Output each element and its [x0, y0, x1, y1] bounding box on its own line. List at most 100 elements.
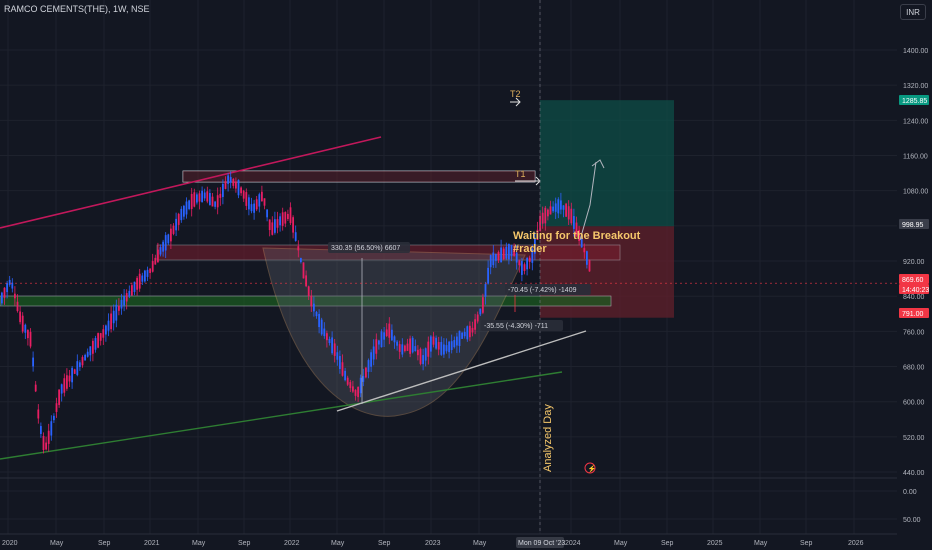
candle-body	[531, 248, 534, 263]
t2-arrow	[510, 97, 521, 107]
candle-body	[341, 362, 344, 376]
price-label: 869.60	[902, 277, 924, 284]
candle-body	[370, 352, 372, 367]
alert-icon-glyph: ⚡	[588, 464, 597, 473]
price-tick: 50.00	[903, 517, 921, 524]
candle-body	[86, 351, 89, 357]
candle-body	[331, 337, 333, 354]
candle-body	[58, 389, 60, 405]
candle-body	[349, 382, 352, 389]
candle-body	[266, 209, 268, 218]
candle-body	[461, 332, 463, 339]
candle-body	[380, 331, 383, 348]
candle-body	[144, 270, 146, 282]
candle-body	[131, 285, 133, 296]
candle-body	[141, 275, 144, 282]
candle-body	[515, 252, 518, 263]
candle-body	[448, 341, 450, 353]
candle-body	[557, 199, 560, 214]
candle-body	[19, 311, 21, 323]
candle-body	[489, 255, 492, 268]
candle-body	[281, 212, 284, 226]
candle-body	[47, 430, 50, 444]
currency-badge[interactable]: INR	[900, 4, 926, 20]
candle-body	[16, 301, 19, 312]
candle-body	[99, 333, 102, 341]
candle-body	[172, 225, 175, 234]
candle-body	[271, 222, 274, 235]
candle-body	[357, 386, 359, 398]
candle-body	[66, 375, 68, 389]
candle-body	[1, 292, 3, 304]
candle-body	[471, 327, 474, 333]
candle-body	[528, 257, 531, 262]
candle-body	[11, 282, 14, 289]
candle-body	[307, 286, 310, 297]
candle-body	[154, 257, 157, 265]
time-tick: Sep	[378, 540, 391, 547]
candle-body	[310, 295, 313, 307]
candle-body	[378, 340, 380, 345]
time-tick: May	[50, 540, 64, 547]
candle-body	[562, 205, 565, 210]
candle-body	[206, 191, 209, 202]
candle-body	[372, 346, 375, 360]
candle-body	[151, 261, 154, 272]
candle-body	[250, 204, 253, 212]
candle-body	[521, 261, 523, 275]
candle-body	[14, 293, 16, 299]
candle-body	[419, 348, 422, 364]
price-tick: 1400.00	[903, 48, 928, 55]
candle-body	[432, 336, 435, 345]
candle-body	[68, 375, 71, 382]
measure-label-2-bg	[505, 284, 591, 295]
candle-body	[518, 260, 521, 266]
candle-body	[92, 340, 94, 354]
cup-pattern	[262, 247, 526, 417]
price-label-bg	[899, 95, 929, 105]
candle-body	[580, 237, 583, 248]
candle-body	[146, 269, 149, 277]
candle-body	[547, 209, 549, 217]
candle-body	[159, 247, 162, 255]
trendline-upper	[0, 136, 382, 229]
candle-body	[261, 191, 263, 202]
time-tick: 2020	[2, 540, 18, 547]
time-tick: 2021	[144, 540, 160, 547]
candle-body	[97, 333, 99, 348]
measure-label-1-bg	[328, 242, 410, 253]
candle-body	[79, 362, 81, 367]
candle-body	[235, 181, 237, 189]
candle-body	[203, 192, 206, 199]
time-tick: Sep	[238, 540, 251, 547]
price-tick: 1080.00	[903, 189, 928, 196]
candle-body	[333, 343, 336, 356]
candle-body	[255, 199, 258, 210]
candle-body	[508, 244, 510, 260]
candle-body	[575, 222, 578, 236]
candle-body	[500, 247, 502, 263]
candle-body	[149, 268, 151, 273]
candle-body	[554, 203, 557, 212]
candle-body	[300, 257, 302, 263]
candle-body	[112, 310, 115, 324]
candle-body	[180, 208, 183, 221]
candle-body	[474, 319, 476, 330]
candle-body	[469, 325, 471, 338]
trendline-rising	[336, 330, 587, 412]
candle-body	[344, 370, 346, 381]
candle-body	[482, 297, 484, 313]
candle-body	[240, 187, 242, 194]
candle-body	[107, 320, 110, 331]
zones	[0, 100, 674, 318]
candle-body	[544, 207, 547, 224]
candle-body	[170, 228, 172, 242]
symbol-title[interactable]: RAMCO CEMENTS(THE), 1W, NSE	[4, 4, 150, 14]
price-tick: 440.00	[903, 470, 925, 477]
candle-body	[336, 352, 339, 360]
candle-body	[211, 196, 214, 207]
label-t2: T2	[510, 89, 521, 99]
candle-body	[177, 213, 180, 225]
price-label: 791.00	[902, 311, 924, 318]
